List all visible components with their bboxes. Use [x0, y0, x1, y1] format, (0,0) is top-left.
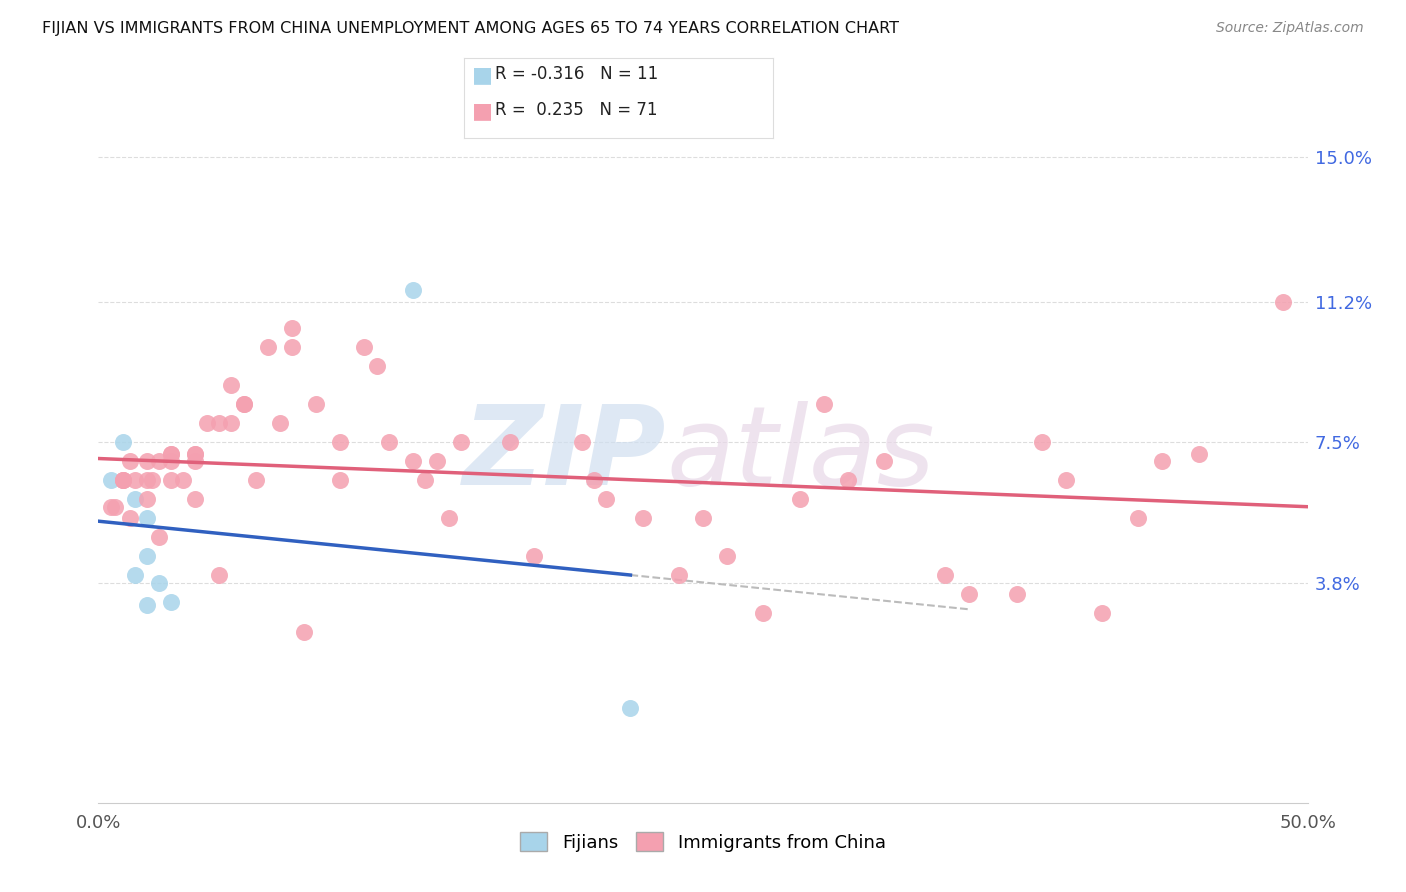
Point — [148, 575, 170, 590]
Text: Source: ZipAtlas.com: Source: ZipAtlas.com — [1216, 21, 1364, 35]
Point — [1007, 587, 1029, 601]
Point — [668, 568, 690, 582]
Point — [135, 549, 157, 563]
Text: R = -0.316   N = 11: R = -0.316 N = 11 — [495, 65, 658, 83]
Point — [450, 435, 472, 450]
Point — [377, 435, 399, 450]
Point — [1188, 446, 1211, 460]
Point — [100, 473, 122, 487]
Point — [124, 568, 146, 582]
Point — [111, 473, 134, 487]
Point — [716, 549, 738, 563]
Point — [523, 549, 546, 563]
Point — [160, 446, 183, 460]
Point — [1031, 435, 1053, 450]
Point — [256, 340, 278, 354]
Point — [292, 624, 315, 639]
Point — [631, 511, 654, 525]
Point — [934, 568, 956, 582]
Point — [813, 397, 835, 411]
Point — [498, 435, 520, 450]
Point — [118, 511, 141, 525]
Point — [184, 491, 207, 506]
Point — [232, 397, 254, 411]
Point — [571, 435, 593, 450]
Point — [269, 416, 291, 430]
Point — [100, 500, 122, 514]
Point — [1128, 511, 1150, 525]
Point — [1091, 606, 1114, 620]
Point — [135, 599, 157, 613]
Text: ■: ■ — [472, 65, 494, 85]
Point — [619, 701, 641, 715]
Text: ■: ■ — [472, 101, 494, 120]
Point — [141, 473, 163, 487]
Point — [160, 454, 183, 468]
Point — [245, 473, 267, 487]
Text: FIJIAN VS IMMIGRANTS FROM CHINA UNEMPLOYMENT AMONG AGES 65 TO 74 YEARS CORRELATI: FIJIAN VS IMMIGRANTS FROM CHINA UNEMPLOY… — [42, 21, 900, 36]
Point — [873, 454, 896, 468]
Point — [111, 473, 134, 487]
Point — [366, 359, 388, 374]
Point — [1272, 294, 1295, 309]
Point — [111, 473, 134, 487]
Point — [437, 511, 460, 525]
Text: R =  0.235   N = 71: R = 0.235 N = 71 — [495, 101, 658, 119]
Point — [160, 473, 183, 487]
Point — [752, 606, 775, 620]
Legend: Fijians, Immigrants from China: Fijians, Immigrants from China — [513, 825, 893, 859]
Text: ZIP: ZIP — [463, 401, 666, 508]
Point — [184, 446, 207, 460]
Point — [195, 416, 218, 430]
Point — [148, 530, 170, 544]
Point — [353, 340, 375, 354]
Point — [160, 594, 183, 608]
Point — [837, 473, 859, 487]
Point — [184, 446, 207, 460]
Point — [692, 511, 714, 525]
Point — [184, 454, 207, 468]
Point — [160, 446, 183, 460]
Point — [413, 473, 436, 487]
Point — [111, 435, 134, 450]
Point — [135, 511, 157, 525]
Point — [124, 491, 146, 506]
Point — [329, 435, 352, 450]
Point — [221, 416, 243, 430]
Point — [426, 454, 449, 468]
Point — [957, 587, 980, 601]
Point — [281, 340, 304, 354]
Point — [329, 473, 352, 487]
Point — [118, 454, 141, 468]
Point — [305, 397, 328, 411]
Point — [583, 473, 606, 487]
Point — [789, 491, 811, 506]
Point — [402, 454, 425, 468]
Point — [232, 397, 254, 411]
Point — [281, 321, 304, 335]
Point — [595, 491, 617, 506]
Point — [135, 454, 157, 468]
Text: atlas: atlas — [666, 401, 935, 508]
Point — [104, 500, 127, 514]
Point — [1054, 473, 1077, 487]
Point — [124, 473, 146, 487]
Point — [135, 491, 157, 506]
Point — [135, 473, 157, 487]
Point — [208, 568, 231, 582]
Point — [172, 473, 194, 487]
Point — [221, 378, 243, 392]
Point — [1152, 454, 1174, 468]
Point — [148, 454, 170, 468]
Point — [208, 416, 231, 430]
Point — [402, 283, 425, 297]
